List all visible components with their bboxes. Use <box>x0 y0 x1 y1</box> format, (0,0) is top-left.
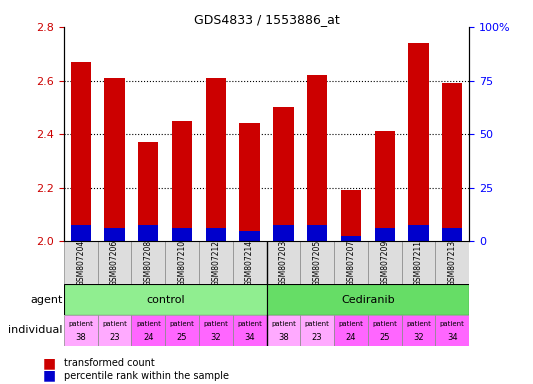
Text: patient: patient <box>237 321 262 326</box>
FancyBboxPatch shape <box>401 242 435 284</box>
FancyBboxPatch shape <box>199 242 233 284</box>
Bar <box>172 121 192 242</box>
Text: 38: 38 <box>278 333 289 341</box>
Title: GDS4833 / 1553886_at: GDS4833 / 1553886_at <box>193 13 340 26</box>
Text: 32: 32 <box>211 333 221 341</box>
Bar <box>442 83 462 242</box>
Bar <box>442 228 462 242</box>
Text: GSM807212: GSM807212 <box>212 240 220 286</box>
FancyBboxPatch shape <box>401 315 435 346</box>
Text: control: control <box>146 295 184 305</box>
Bar <box>273 107 294 242</box>
Text: GSM807214: GSM807214 <box>245 240 254 286</box>
FancyBboxPatch shape <box>64 284 266 315</box>
Text: GSM807208: GSM807208 <box>144 240 153 286</box>
Text: individual: individual <box>8 325 62 335</box>
FancyBboxPatch shape <box>165 315 199 346</box>
Text: GSM807203: GSM807203 <box>279 240 288 286</box>
FancyBboxPatch shape <box>64 315 98 346</box>
Text: agent: agent <box>30 295 62 305</box>
Text: 38: 38 <box>76 333 86 341</box>
Text: GSM807211: GSM807211 <box>414 240 423 286</box>
Text: Cediranib: Cediranib <box>341 295 394 305</box>
Text: patient: patient <box>136 321 161 326</box>
FancyBboxPatch shape <box>435 242 469 284</box>
Text: patient: patient <box>305 321 329 326</box>
FancyBboxPatch shape <box>98 315 132 346</box>
FancyBboxPatch shape <box>435 315 469 346</box>
Bar <box>273 225 294 242</box>
Text: 25: 25 <box>379 333 390 341</box>
FancyBboxPatch shape <box>266 315 300 346</box>
Bar <box>71 225 91 242</box>
Bar <box>408 43 429 242</box>
Text: patient: patient <box>372 321 397 326</box>
Text: patient: patient <box>68 321 93 326</box>
FancyBboxPatch shape <box>199 315 233 346</box>
Bar <box>206 78 226 242</box>
Bar <box>138 142 158 242</box>
Bar <box>341 190 361 242</box>
Text: ■: ■ <box>43 356 56 370</box>
FancyBboxPatch shape <box>300 315 334 346</box>
Bar <box>375 228 395 242</box>
FancyBboxPatch shape <box>266 284 469 315</box>
FancyBboxPatch shape <box>334 242 368 284</box>
FancyBboxPatch shape <box>233 242 266 284</box>
FancyBboxPatch shape <box>64 242 98 284</box>
Text: 32: 32 <box>413 333 424 341</box>
Text: patient: patient <box>440 321 465 326</box>
FancyBboxPatch shape <box>132 242 165 284</box>
FancyBboxPatch shape <box>266 242 300 284</box>
Bar <box>307 75 327 242</box>
Text: GSM807204: GSM807204 <box>76 240 85 286</box>
FancyBboxPatch shape <box>368 242 401 284</box>
Text: 25: 25 <box>177 333 188 341</box>
Text: GSM807205: GSM807205 <box>313 240 321 286</box>
Bar <box>239 231 260 242</box>
Bar <box>104 78 125 242</box>
FancyBboxPatch shape <box>165 242 199 284</box>
Text: GSM807209: GSM807209 <box>380 240 389 286</box>
FancyBboxPatch shape <box>98 242 132 284</box>
Text: 24: 24 <box>143 333 154 341</box>
Text: ■: ■ <box>43 369 56 382</box>
Text: 34: 34 <box>447 333 457 341</box>
Text: transformed count: transformed count <box>64 358 155 368</box>
Text: patient: patient <box>169 321 195 326</box>
Text: GSM807213: GSM807213 <box>448 240 457 286</box>
Bar <box>239 123 260 242</box>
Text: patient: patient <box>102 321 127 326</box>
Text: percentile rank within the sample: percentile rank within the sample <box>64 371 229 381</box>
Bar <box>206 228 226 242</box>
FancyBboxPatch shape <box>233 315 266 346</box>
Text: 23: 23 <box>312 333 322 341</box>
Bar <box>408 225 429 242</box>
Text: GSM807206: GSM807206 <box>110 240 119 286</box>
Text: patient: patient <box>338 321 364 326</box>
Text: patient: patient <box>204 321 228 326</box>
Text: 23: 23 <box>109 333 120 341</box>
Bar <box>307 225 327 242</box>
Text: patient: patient <box>271 321 296 326</box>
Text: 34: 34 <box>244 333 255 341</box>
Text: GSM807210: GSM807210 <box>177 240 187 286</box>
FancyBboxPatch shape <box>132 315 165 346</box>
Bar <box>138 225 158 242</box>
Text: 24: 24 <box>345 333 356 341</box>
Text: GSM807207: GSM807207 <box>346 240 356 286</box>
Text: patient: patient <box>406 321 431 326</box>
Bar <box>172 228 192 242</box>
FancyBboxPatch shape <box>334 315 368 346</box>
FancyBboxPatch shape <box>368 315 401 346</box>
Bar <box>375 131 395 242</box>
Bar <box>71 62 91 242</box>
FancyBboxPatch shape <box>300 242 334 284</box>
Bar <box>104 228 125 242</box>
Bar <box>341 236 361 242</box>
